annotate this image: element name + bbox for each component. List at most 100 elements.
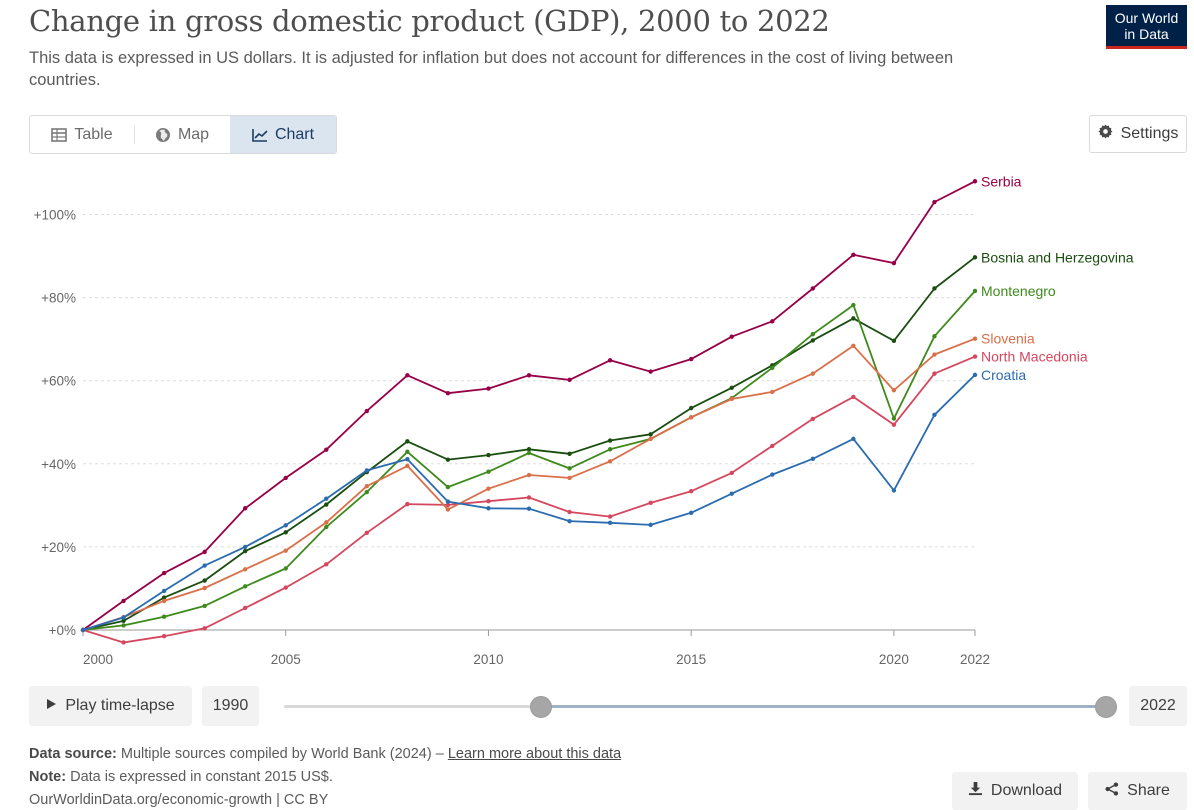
data-point <box>121 598 126 604</box>
data-point <box>810 416 816 422</box>
data-point <box>810 331 816 337</box>
series-montenegro[interactable] <box>80 288 978 633</box>
data-point <box>242 544 248 550</box>
data-point <box>405 463 410 469</box>
data-point <box>810 338 816 343</box>
x-tick-label: 2000 <box>83 652 113 667</box>
data-point <box>364 530 370 535</box>
data-point <box>324 502 329 507</box>
data-point <box>567 451 572 457</box>
data-point <box>891 488 897 493</box>
logo-line-1: Our World <box>1114 10 1179 26</box>
data-point <box>526 472 532 478</box>
series-north-macedonia[interactable] <box>80 354 978 645</box>
series-line <box>82 180 976 631</box>
data-point <box>445 502 451 508</box>
data-point <box>486 452 491 458</box>
data-point <box>121 618 126 624</box>
y-tick-label: +60% <box>41 374 76 389</box>
download-button[interactable]: Download <box>952 772 1078 810</box>
data-point <box>607 438 613 443</box>
data-point <box>688 489 694 494</box>
download-label: Download <box>990 782 1063 799</box>
x-tick-label: 2015 <box>676 652 706 667</box>
data-point <box>202 603 207 609</box>
data-point <box>364 489 370 495</box>
data-point <box>932 412 937 417</box>
data-point <box>324 524 329 530</box>
series-serbia[interactable] <box>80 179 978 633</box>
data-point <box>810 371 816 376</box>
data-source-text: Multiple sources compiled by World Bank … <box>120 746 444 762</box>
data-point <box>932 352 937 357</box>
data-point <box>445 499 451 504</box>
series-line <box>82 337 976 631</box>
data-point <box>770 472 775 477</box>
tab-table-label: Table <box>74 125 113 143</box>
view-tabs: Table Map Chart <box>29 115 337 154</box>
data-point <box>364 468 370 473</box>
series-end-label: Serbia <box>981 173 1022 189</box>
series-end-label: Montenegro <box>981 283 1056 299</box>
timeline-track[interactable] <box>284 705 1106 708</box>
data-point <box>851 316 856 321</box>
data-point <box>567 518 572 524</box>
data-point <box>648 432 653 437</box>
data-point <box>405 439 410 444</box>
data-point <box>648 369 653 374</box>
data-point <box>729 470 734 476</box>
data-point <box>445 390 451 396</box>
data-point <box>932 199 937 205</box>
series-croatia[interactable] <box>80 372 978 633</box>
play-timelapse-button[interactable]: Play time-lapse <box>29 686 192 726</box>
data-point <box>486 498 491 504</box>
series-end-label: Slovenia <box>981 331 1035 347</box>
data-point <box>648 522 653 528</box>
data-point <box>324 562 329 567</box>
data-point <box>932 286 937 291</box>
series-line <box>82 374 976 631</box>
data-point <box>161 570 167 576</box>
series-line <box>82 290 976 631</box>
tab-table[interactable]: Table <box>30 116 134 153</box>
data-source-line: Data source: Multiple sources compiled b… <box>29 746 621 762</box>
series-end-label: Croatia <box>981 367 1026 383</box>
data-point <box>688 356 694 362</box>
data-point <box>161 595 167 600</box>
data-point <box>567 377 572 383</box>
tab-map[interactable]: Map <box>134 116 230 153</box>
series-end-label: Bosnia and Herzegovina <box>981 249 1134 265</box>
data-point <box>242 567 248 572</box>
gear-icon <box>1098 124 1113 144</box>
data-point <box>607 520 613 526</box>
data-point <box>851 302 856 308</box>
owid-logo[interactable]: Our World in Data <box>1106 5 1187 49</box>
data-point <box>688 510 694 516</box>
data-point <box>486 486 491 491</box>
data-point <box>80 627 86 633</box>
data-point <box>932 371 937 376</box>
data-point <box>445 457 451 462</box>
data-point <box>445 507 451 512</box>
settings-button[interactable]: Settings <box>1089 115 1187 153</box>
data-point <box>729 385 734 390</box>
data-point <box>161 588 167 594</box>
share-button[interactable]: Share <box>1088 772 1187 810</box>
learn-more-link[interactable]: Learn more about this data <box>447 746 622 762</box>
data-point <box>283 475 288 481</box>
x-tick-label: 2020 <box>879 652 909 667</box>
data-point <box>972 255 978 260</box>
timeline-end-handle[interactable] <box>1095 696 1117 718</box>
tab-chart[interactable]: Chart <box>230 116 336 153</box>
data-point <box>364 408 370 414</box>
data-point <box>121 623 126 628</box>
footer-url[interactable]: OurWorldinData.org/economic-growth | CC … <box>29 792 329 808</box>
x-tick-label: 2005 <box>271 652 301 667</box>
start-year-box[interactable]: 1990 <box>202 686 259 726</box>
end-year-box[interactable]: 2022 <box>1129 686 1187 726</box>
data-point <box>486 386 491 391</box>
data-point <box>972 336 978 341</box>
data-point <box>283 585 288 590</box>
timeline-start-handle[interactable] <box>529 696 552 718</box>
data-point <box>526 495 532 500</box>
